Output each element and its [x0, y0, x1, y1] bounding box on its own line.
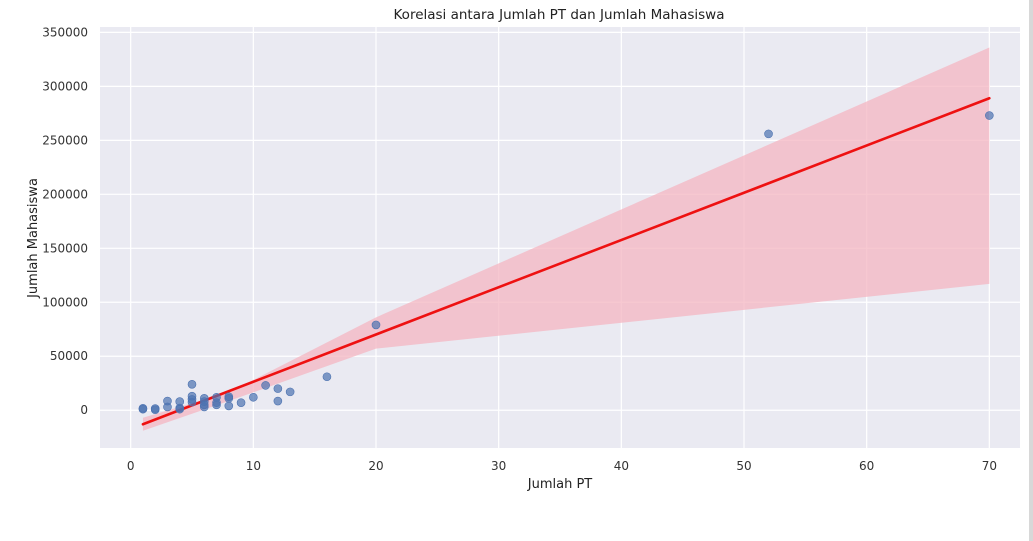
data-point: [236, 398, 246, 407]
data-point: [249, 392, 258, 402]
data-point: [138, 403, 148, 413]
data-point: [224, 401, 234, 411]
x-tick-label: 30: [491, 459, 506, 473]
data-point: [175, 397, 185, 406]
x-tick-label: 40: [614, 459, 629, 473]
y-tick-label: 100000: [42, 295, 88, 309]
x-tick-label: 70: [982, 459, 997, 473]
data-point: [764, 129, 773, 139]
x-tick-label: 10: [246, 459, 261, 473]
x-tick-label: 50: [736, 459, 751, 473]
y-tick-label: 200000: [42, 187, 88, 201]
data-point: [285, 387, 295, 397]
data-points: [138, 111, 994, 414]
tick-labels: 0 10 20 30 40 50 60 70 0 50000 100000 150000 200000 2…: [42, 25, 997, 473]
data-point: [150, 404, 160, 413]
data-point: [199, 394, 209, 403]
data-point: [212, 392, 221, 402]
regression-line-layer: [141, 96, 991, 426]
x-tick-label: 60: [859, 459, 874, 473]
x-tick-label: 0: [127, 459, 135, 473]
x-tick-label: 20: [368, 459, 383, 473]
data-point: [224, 392, 234, 402]
window-edge: [1029, 0, 1033, 541]
y-axis-title: Jumlah Mahasiswa: [26, 178, 41, 299]
data-point: [273, 396, 283, 406]
data-point: [985, 111, 994, 120]
y-tick-label: 0: [80, 403, 88, 417]
data-point: [187, 380, 197, 389]
confidence-band-layer: [142, 47, 990, 431]
regression-line: [141, 96, 991, 426]
y-tick-label: 150000: [42, 241, 88, 255]
data-point: [163, 396, 172, 406]
chart-title: Korelasi antara Jumlah PT dan Jumlah Mah…: [394, 7, 725, 23]
y-tick-label: 50000: [50, 349, 88, 363]
y-tick-label: 300000: [42, 79, 88, 93]
data-point: [273, 384, 283, 393]
confidence-band: [142, 47, 990, 431]
data-point: [322, 372, 332, 382]
data-point: [187, 391, 197, 401]
data-point: [371, 320, 381, 330]
data-point: [261, 381, 270, 390]
x-axis-title: Jumlah PT: [527, 477, 593, 492]
y-tick-label: 250000: [42, 133, 88, 147]
y-tick-label: 350000: [42, 25, 88, 39]
